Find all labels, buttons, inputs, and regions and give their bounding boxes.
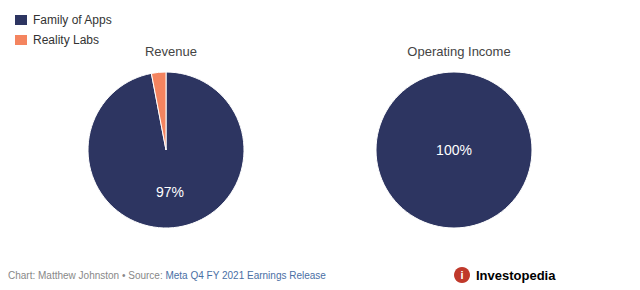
svg-text:97%: 97% [156,184,184,200]
svg-text:Family of Apps: Family of Apps [33,13,112,27]
svg-text:i: i [460,269,463,281]
svg-text:Meta Q4 FY 2021 Earnings Relea: Meta Q4 FY 2021 Earnings Release [165,270,326,281]
svg-text:Revenue: Revenue [145,44,197,59]
svg-text:Reality Labs: Reality Labs [33,33,99,47]
svg-text:100%: 100% [436,142,472,158]
svg-text:Chart: Matthew Johnston • Sour: Chart: Matthew Johnston • Source: [8,270,165,281]
svg-text:Operating Income: Operating Income [407,44,510,59]
svg-text:Investopedia: Investopedia [476,268,556,283]
